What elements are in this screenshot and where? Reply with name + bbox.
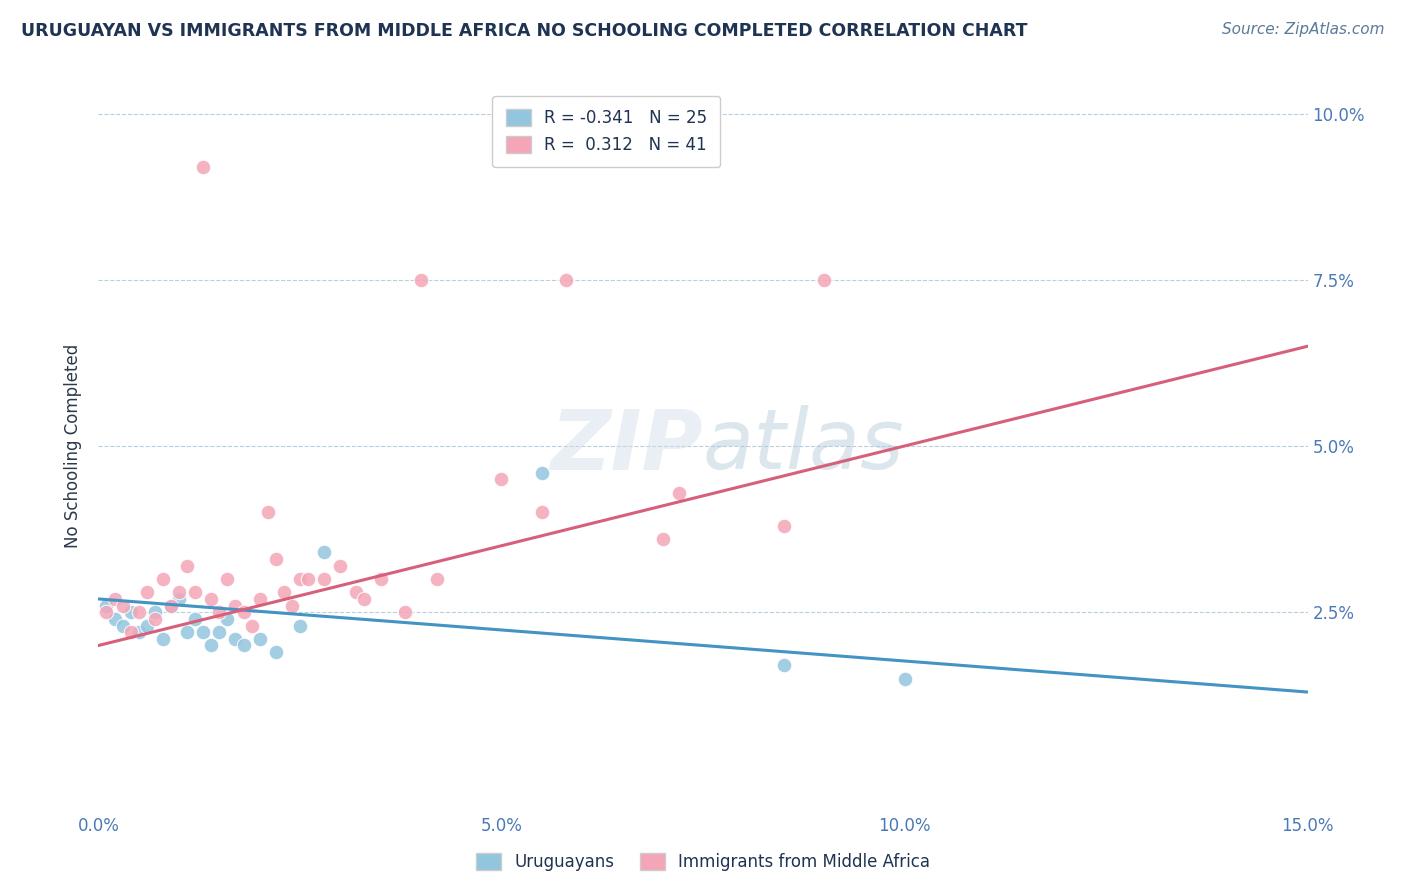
Point	[160, 599, 183, 613]
Point	[491, 472, 513, 486]
Point	[128, 625, 150, 640]
Point	[297, 572, 319, 586]
Point	[772, 518, 794, 533]
Point	[143, 605, 166, 619]
Point	[143, 612, 166, 626]
Point	[111, 618, 134, 632]
Point	[314, 545, 336, 559]
Point	[555, 273, 578, 287]
Point	[772, 658, 794, 673]
Point	[353, 591, 375, 606]
Point	[135, 585, 157, 599]
Point	[152, 572, 174, 586]
Point	[409, 273, 432, 287]
Point	[232, 605, 254, 619]
Point	[176, 558, 198, 573]
Point	[208, 625, 231, 640]
Text: Source: ZipAtlas.com: Source: ZipAtlas.com	[1222, 22, 1385, 37]
Point	[240, 618, 263, 632]
Point	[167, 591, 190, 606]
Point	[256, 506, 278, 520]
Point	[128, 605, 150, 619]
Point	[224, 599, 246, 613]
Point	[103, 612, 125, 626]
Point	[314, 572, 336, 586]
Point	[96, 599, 118, 613]
Point	[193, 625, 215, 640]
Point	[273, 585, 295, 599]
Legend: R = -0.341   N = 25, R =  0.312   N = 41: R = -0.341 N = 25, R = 0.312 N = 41	[492, 96, 720, 168]
Point	[668, 485, 690, 500]
Point	[264, 552, 287, 566]
Y-axis label: No Schooling Completed: No Schooling Completed	[65, 344, 83, 548]
Point	[288, 572, 311, 586]
Point	[329, 558, 352, 573]
Point	[167, 585, 190, 599]
Point	[184, 585, 207, 599]
Point	[249, 591, 271, 606]
Point	[103, 591, 125, 606]
Point	[120, 625, 142, 640]
Point	[160, 599, 183, 613]
Point	[176, 625, 198, 640]
Point	[200, 591, 222, 606]
Point	[530, 466, 553, 480]
Point	[281, 599, 304, 613]
Point	[152, 632, 174, 646]
Point	[120, 605, 142, 619]
Point	[394, 605, 416, 619]
Point	[530, 506, 553, 520]
Text: ZIP: ZIP	[550, 406, 703, 486]
Point	[200, 639, 222, 653]
Text: atlas: atlas	[703, 406, 904, 486]
Point	[370, 572, 392, 586]
Legend: Uruguayans, Immigrants from Middle Africa: Uruguayans, Immigrants from Middle Afric…	[470, 846, 936, 878]
Point	[232, 639, 254, 653]
Point	[217, 572, 239, 586]
Point	[344, 585, 367, 599]
Point	[288, 618, 311, 632]
Point	[135, 618, 157, 632]
Point	[426, 572, 449, 586]
Point	[193, 160, 215, 174]
Point	[217, 612, 239, 626]
Point	[264, 645, 287, 659]
Point	[813, 273, 835, 287]
Point	[184, 612, 207, 626]
Point	[249, 632, 271, 646]
Point	[651, 532, 673, 546]
Point	[111, 599, 134, 613]
Text: URUGUAYAN VS IMMIGRANTS FROM MIDDLE AFRICA NO SCHOOLING COMPLETED CORRELATION CH: URUGUAYAN VS IMMIGRANTS FROM MIDDLE AFRI…	[21, 22, 1028, 40]
Point	[208, 605, 231, 619]
Point	[224, 632, 246, 646]
Point	[96, 605, 118, 619]
Point	[893, 672, 915, 686]
